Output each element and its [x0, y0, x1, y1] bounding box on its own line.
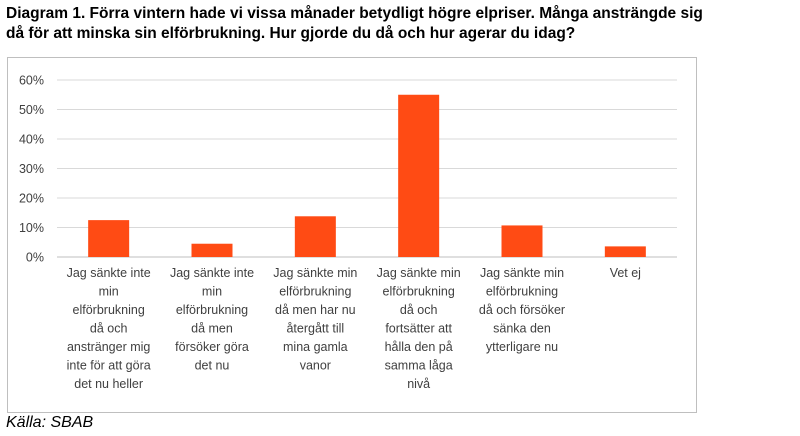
category-label-line: då och: [400, 303, 438, 317]
category-label-line: min: [202, 285, 222, 299]
category-label-line: då men: [191, 322, 233, 336]
category-label-line: det nu: [195, 359, 230, 373]
bar: [294, 216, 336, 257]
category-label-line: det nu heller: [74, 377, 143, 391]
y-tick-label: 50%: [19, 103, 44, 117]
title-line-2: då för att minska sin elförbrukning. Hur…: [6, 25, 576, 42]
y-tick-label: 60%: [19, 74, 44, 88]
bar: [604, 246, 646, 257]
category-label-line: Jag sänkte min: [377, 266, 461, 280]
bar: [88, 220, 130, 257]
category-label-line: elförbrukning: [73, 303, 145, 317]
bar: [398, 94, 440, 257]
y-tick-label: 40%: [19, 133, 44, 147]
bar: [191, 243, 233, 257]
chart-title: Diagram 1. Förra vintern hade vi vissa m…: [6, 4, 796, 44]
category-label-line: ytterligare nu: [486, 340, 558, 354]
chart-frame: [7, 57, 697, 413]
category-label-line: fortsätter att: [385, 322, 452, 336]
category-label-line: vanor: [300, 359, 331, 373]
y-tick-label: 30%: [19, 162, 44, 176]
category-label-line: min: [99, 285, 119, 299]
category-label-line: sänka den: [493, 322, 551, 336]
bar: [501, 225, 543, 257]
y-tick-label: 20%: [19, 192, 44, 206]
title-line-1: Diagram 1. Förra vintern hade vi vissa m…: [6, 5, 703, 22]
category-label-line: nivå: [407, 377, 430, 391]
category-label-line: samma låga: [385, 359, 453, 373]
y-tick-label: 10%: [19, 221, 44, 235]
category-label: Jag sänkte min elförbrukning då och fortsät…: [377, 266, 461, 391]
category-label-line: anstränger mig: [67, 340, 150, 354]
source-note: Källa: SBAB: [6, 414, 94, 431]
y-tick-label: 0%: [26, 251, 44, 265]
category-label: Jag sänkte min elförbrukning då och försök…: [479, 266, 565, 354]
category-label: Jag sänkte inte min elförbrukning då och ans…: [67, 266, 151, 391]
category-label-line: Jag sänkte min: [480, 266, 564, 280]
category-label-line: Vet ej: [610, 266, 641, 280]
category-label-line: inte för att göra: [67, 359, 151, 373]
category-label-line: Jag sänkte min: [273, 266, 357, 280]
category-label-line: då och försöker: [479, 303, 565, 317]
category-label-line: elförbrukning: [383, 285, 455, 299]
category-label-line: återgått till: [286, 322, 344, 336]
category-label-line: Jag sänkte inte: [67, 266, 151, 280]
category-label-line: elförbrukning: [279, 285, 351, 299]
category-label-line: elförbrukning: [486, 285, 558, 299]
category-label-line: hålla den på: [385, 340, 453, 354]
category-label-line: då och: [90, 322, 128, 336]
category-label: Jag sänkte inte min elförbrukning då men för…: [170, 266, 254, 373]
category-label: Jag sänkte min elförbrukning då men har nu…: [273, 266, 357, 373]
category-label: Vet ej: [610, 266, 641, 280]
category-label-line: då men har nu: [275, 303, 356, 317]
category-label-line: mina gamla: [283, 340, 348, 354]
category-label-line: Jag sänkte inte: [170, 266, 254, 280]
category-label-line: elförbrukning: [176, 303, 248, 317]
category-label-line: försöker göra: [175, 340, 249, 354]
